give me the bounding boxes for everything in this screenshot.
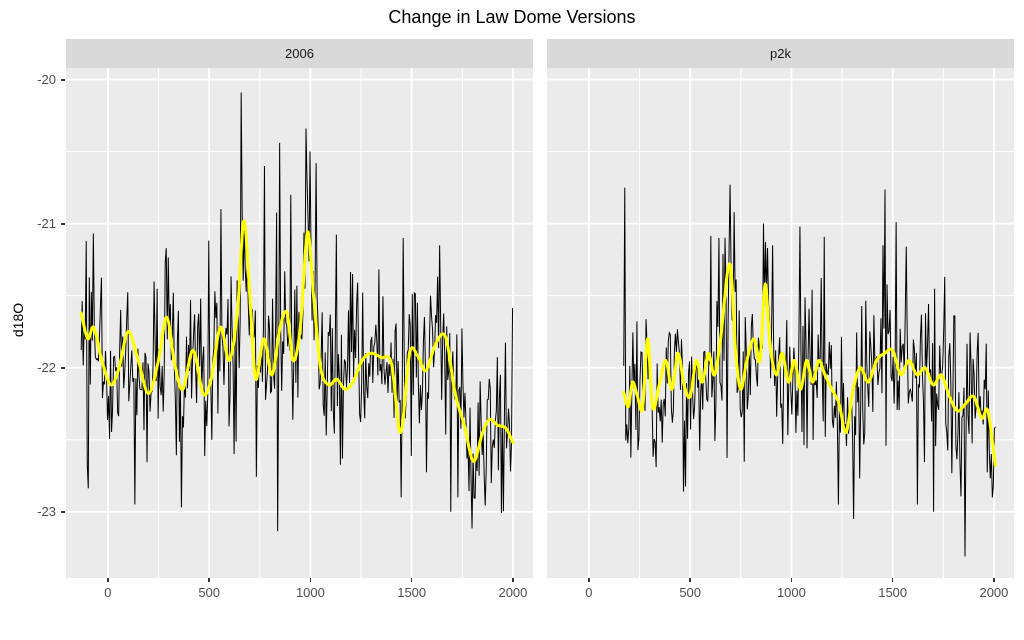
- x-tick-mark: [107, 578, 109, 582]
- x-tick-mark: [410, 578, 413, 582]
- y-tick-mark: [61, 367, 65, 369]
- y-tick-label: -22: [37, 360, 56, 376]
- y-tick-mark: [61, 223, 65, 225]
- panel-p2k: [547, 68, 1014, 578]
- plot-title: Change in Law Dome Versions: [388, 7, 636, 27]
- x-tick-label: 500: [679, 585, 702, 600]
- facet-strip-label: 2006: [285, 46, 314, 61]
- x-tick-label: 1500: [878, 585, 908, 600]
- panel-2006: [66, 68, 533, 578]
- x-tick-mark: [891, 578, 894, 582]
- x-tick-label: 2000: [979, 585, 1009, 600]
- x-tick-label: 2000: [498, 585, 528, 600]
- x-tick-label: 500: [198, 585, 221, 600]
- y-tick-label: -20: [37, 72, 56, 88]
- y-axis-title: d18O: [10, 302, 26, 338]
- x-tick-label: 0: [104, 585, 112, 600]
- x-tick-label: 1000: [295, 585, 325, 600]
- x-tick-mark: [689, 578, 691, 582]
- x-tick-label: 0: [585, 585, 593, 600]
- x-tick-label: 1500: [397, 585, 427, 600]
- facet-strip-p2k: p2k: [547, 39, 1014, 68]
- x-tick-mark: [512, 578, 514, 582]
- y-tick-mark: [61, 79, 65, 81]
- y-tick-mark: [61, 511, 65, 513]
- facet-strip-label: p2k: [770, 46, 791, 61]
- x-tick-mark: [790, 578, 793, 582]
- y-tick-label: -21: [37, 216, 56, 232]
- x-tick-label: 1000: [776, 585, 806, 600]
- x-tick-mark: [208, 578, 210, 582]
- x-tick-mark: [588, 578, 590, 582]
- x-tick-mark: [993, 578, 995, 582]
- y-tick-label: -23: [37, 504, 56, 520]
- facet-strip-2006: 2006: [66, 39, 533, 68]
- x-tick-mark: [309, 578, 312, 582]
